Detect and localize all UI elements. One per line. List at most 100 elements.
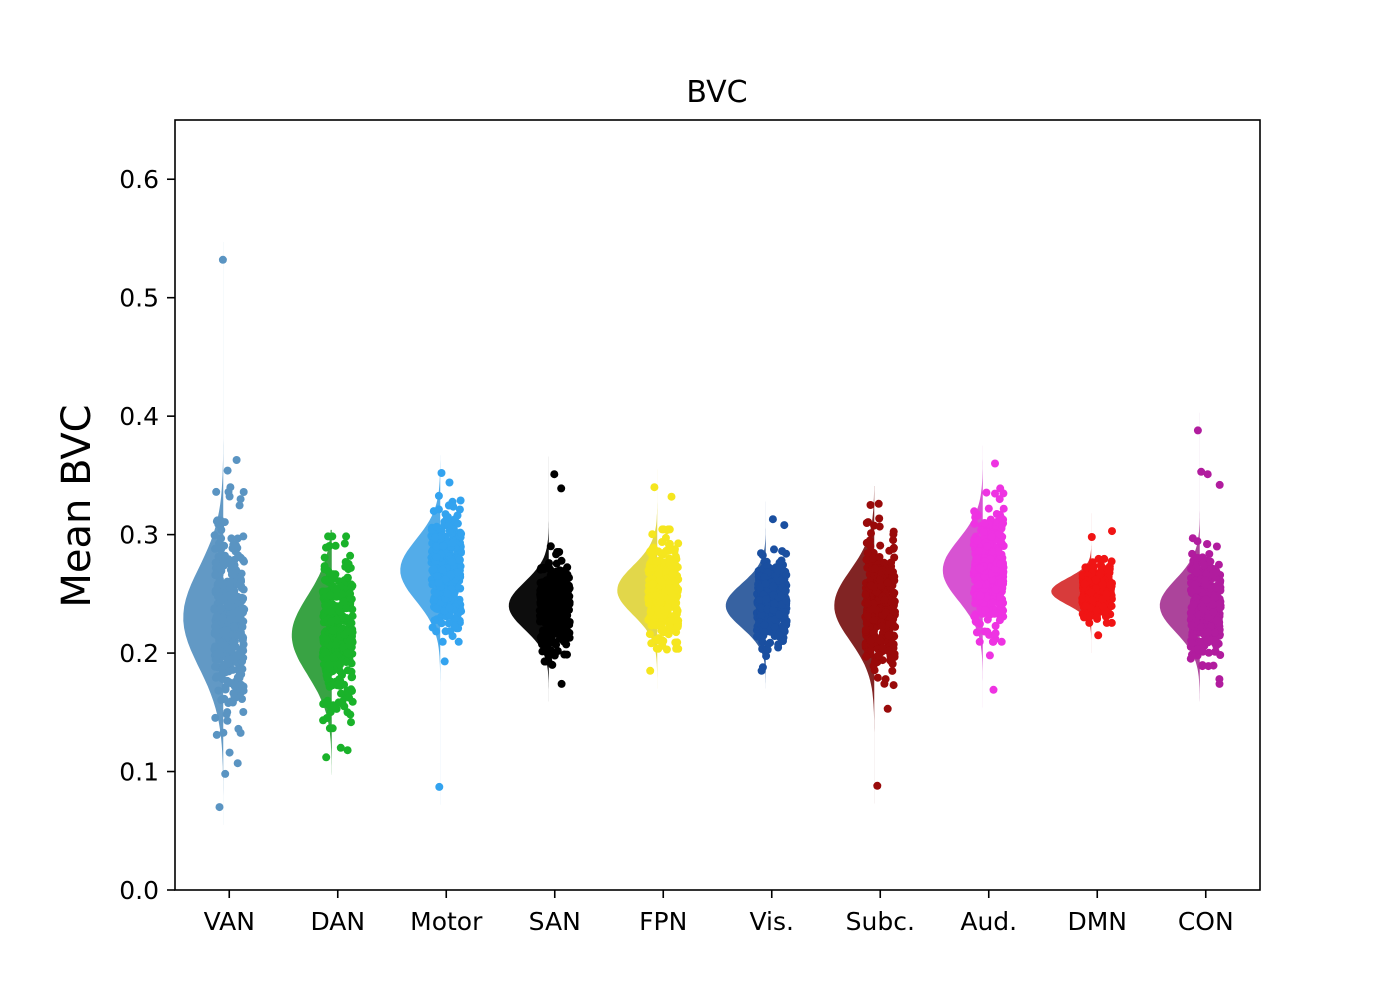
data-point	[1212, 542, 1221, 551]
data-point	[989, 637, 998, 646]
data-point	[432, 627, 441, 636]
data-point	[320, 553, 329, 562]
data-point	[760, 573, 769, 582]
data-point	[325, 660, 334, 669]
data-point	[544, 614, 553, 622]
y-tick-label: 0.1	[119, 758, 159, 787]
data-point	[540, 657, 549, 666]
data-point	[888, 666, 897, 675]
x-tick-label: SAN	[529, 907, 581, 936]
data-point	[782, 571, 791, 579]
outlier-point	[667, 492, 676, 501]
data-point	[1187, 621, 1196, 630]
data-point	[884, 631, 893, 640]
x-tick-label: CON	[1178, 907, 1234, 936]
data-point	[546, 542, 555, 551]
data-point	[432, 604, 441, 613]
data-point	[439, 542, 448, 551]
data-point	[232, 652, 241, 661]
data-point	[971, 613, 980, 622]
data-point	[329, 653, 338, 662]
data-point	[214, 552, 223, 561]
data-point	[652, 591, 661, 600]
data-point	[438, 565, 447, 574]
data-point	[1085, 612, 1094, 621]
data-point	[671, 600, 680, 609]
data-point	[876, 581, 885, 590]
data-point	[664, 603, 672, 612]
data-point	[863, 549, 872, 558]
data-point	[645, 630, 654, 639]
data-point	[453, 519, 462, 528]
data-point	[1085, 618, 1094, 627]
data-point	[1092, 606, 1101, 615]
data-point	[320, 699, 328, 708]
data-point	[997, 521, 1006, 530]
data-point	[565, 573, 573, 582]
data-point	[342, 658, 351, 666]
data-point	[213, 585, 222, 593]
data-point	[1080, 580, 1089, 589]
data-point	[1188, 534, 1197, 543]
data-point	[770, 545, 778, 554]
data-point	[432, 522, 441, 531]
data-point	[1088, 558, 1097, 567]
data-point	[971, 508, 980, 517]
outlier-point	[662, 645, 671, 654]
data-point	[232, 566, 241, 575]
data-point	[557, 556, 566, 565]
outlier-point	[221, 769, 230, 778]
data-point	[970, 519, 979, 528]
outlier-point	[435, 782, 444, 791]
data-point	[230, 622, 239, 631]
data-point	[211, 544, 219, 553]
outlier-point	[548, 660, 557, 669]
data-point	[874, 651, 883, 660]
x-tick-label: Motor	[410, 907, 483, 936]
data-point	[891, 607, 899, 616]
data-point	[999, 504, 1008, 513]
data-point	[332, 586, 341, 594]
data-point	[430, 595, 439, 604]
data-point	[652, 621, 661, 630]
outlier-point	[437, 469, 446, 477]
data-point	[239, 488, 248, 496]
data-point	[538, 647, 547, 656]
data-point	[770, 599, 779, 608]
density-cloud	[942, 445, 983, 708]
outlier-point	[1087, 533, 1096, 541]
data-point	[1205, 550, 1214, 558]
data-point	[216, 564, 225, 573]
data-point	[330, 571, 339, 580]
x-tick-label: DMN	[1067, 907, 1127, 936]
outlier-point	[866, 501, 875, 509]
category-group-dmn	[1051, 513, 1116, 654]
data-point	[235, 501, 244, 510]
data-point	[334, 680, 343, 689]
data-point	[444, 619, 453, 628]
data-point	[348, 672, 357, 681]
data-point	[876, 576, 884, 584]
data-point	[554, 587, 563, 596]
data-point	[220, 518, 229, 527]
data-point	[775, 610, 784, 619]
data-point	[448, 632, 457, 641]
data-point	[760, 621, 769, 629]
data-point	[988, 598, 997, 607]
outlier-point	[226, 483, 235, 492]
data-point	[974, 547, 983, 556]
data-point	[1198, 661, 1207, 670]
outlier-point	[557, 484, 566, 493]
data-point	[657, 578, 666, 587]
data-point	[541, 578, 550, 587]
outlier-point	[1094, 631, 1103, 640]
data-point	[753, 632, 761, 641]
outlier-point	[218, 255, 227, 264]
data-point	[779, 637, 787, 645]
data-point	[218, 581, 227, 590]
data-point	[453, 568, 462, 577]
data-point	[560, 650, 569, 659]
data-point	[774, 643, 783, 652]
data-point	[782, 596, 791, 605]
data-point	[778, 547, 787, 556]
